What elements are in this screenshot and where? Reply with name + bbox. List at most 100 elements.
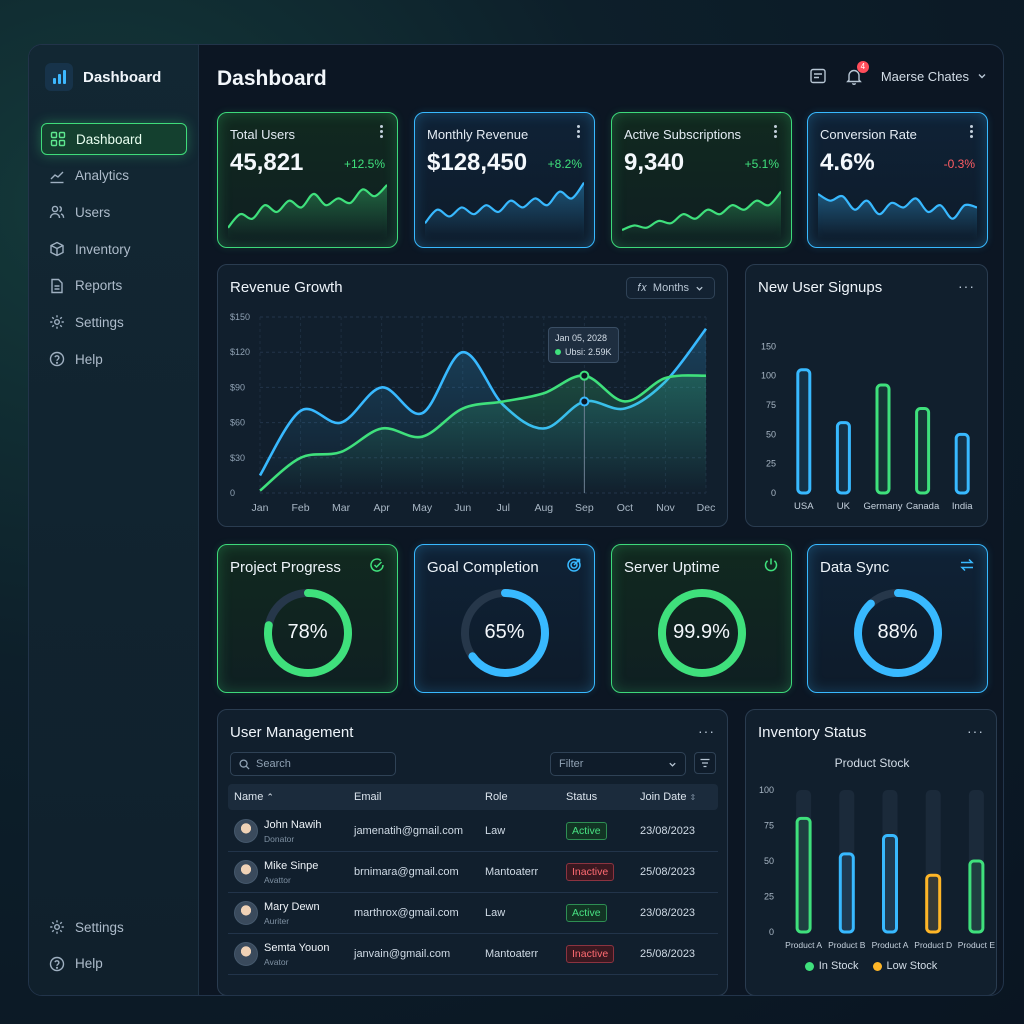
stat-delta: +5.1%	[744, 157, 779, 171]
notification-badge: 4	[856, 61, 869, 73]
join-date-cell: 25/08/2023	[640, 866, 696, 878]
more-icon[interactable]	[577, 125, 580, 140]
more-icon[interactable]	[380, 125, 383, 140]
sparkline-line	[622, 190, 781, 232]
chart-subtitle: Product Stock	[835, 756, 911, 770]
bar	[835, 421, 851, 495]
sidebar-item-help[interactable]: Help	[41, 343, 187, 375]
inventory-bar-chart[interactable]: 0 25 50 75 100 Product A Product B Product A Pro…	[746, 710, 998, 996]
chevron-down-icon	[669, 762, 676, 767]
column-header-role[interactable]: Role	[485, 791, 508, 803]
message-icon[interactable]	[809, 67, 827, 85]
user-name[interactable]: Maerse Chates	[880, 68, 969, 84]
legend-item-low-stock: Low Stock	[872, 960, 937, 972]
ring-progress	[460, 589, 549, 677]
more-icon[interactable]: ···	[967, 723, 984, 739]
inventory-status-card: Inventory Status ··· 0 25 50 75 100 Product A…	[745, 709, 998, 996]
more-icon[interactable]: ···	[698, 723, 715, 739]
column-header-name[interactable]: Name ⌃	[234, 791, 274, 803]
user-subtitle-cell: Auriter	[264, 916, 290, 926]
grid-icon	[50, 131, 66, 147]
card-title: Project Progress	[230, 559, 341, 576]
bar	[795, 816, 812, 934]
filter-select[interactable]: Filter	[550, 752, 686, 776]
bar-track	[839, 790, 855, 932]
sort-icon: ⇕	[689, 793, 697, 802]
user-name-cell: John Nawih	[264, 819, 322, 831]
progress-ring	[460, 589, 549, 677]
x-tick-label: Jun	[454, 502, 471, 514]
progress-ring	[853, 589, 942, 677]
x-tick-label: UK	[837, 501, 851, 512]
sidebar-item-label: Help	[75, 351, 103, 367]
bar-chart-logo-icon	[45, 63, 73, 91]
stat-delta: -0.3%	[943, 157, 975, 171]
users-icon	[49, 206, 65, 219]
table-row[interactable]: Mike Sinpe Avattor brnimara@gmail.com Manto…	[228, 852, 718, 893]
sparkline-area	[228, 184, 387, 239]
series-line	[259, 374, 707, 492]
more-icon[interactable]	[970, 125, 973, 140]
sidebar-item-analytics[interactable]: Analytics	[41, 160, 187, 192]
y-tick-label: $150	[230, 312, 250, 322]
stat-title: Total Users	[230, 127, 296, 142]
hover-point	[579, 370, 590, 381]
stat-value: 9,340	[624, 149, 685, 176]
x-tick-label: May	[412, 502, 433, 514]
sync-icon	[960, 558, 974, 572]
y-tick-label: 100	[759, 785, 774, 795]
data-sync-card: Data Sync 88%	[807, 544, 988, 693]
table-row[interactable]: Semta Youon Avator janvain@gmail.com Mantoa…	[228, 934, 718, 975]
stat-delta: +8.2%	[547, 157, 582, 171]
column-header-status[interactable]: Status	[566, 791, 598, 803]
filter-button[interactable]	[694, 752, 716, 774]
gauge-value: 88%	[877, 621, 918, 643]
user-name-cell: Mike Sinpe	[264, 860, 319, 872]
sidebar: Dashboard Dashboard Analytics Users Inve…	[29, 45, 199, 995]
stat-card-conversion-rate[interactable]: Conversion Rate 4.6% -0.3%	[807, 112, 988, 248]
sidebar-item-help-bottom[interactable]: Help	[41, 948, 187, 980]
filter-icon	[700, 758, 710, 768]
join-date-cell: 23/08/2023	[640, 907, 696, 919]
column-header-email[interactable]: Email	[354, 791, 382, 803]
search-placeholder: Search	[256, 758, 291, 770]
more-icon[interactable]	[774, 125, 777, 140]
gauge-value: 65%	[484, 621, 525, 643]
gear-icon	[50, 920, 64, 934]
bar-track	[925, 790, 941, 932]
sparkline	[818, 192, 977, 239]
sidebar-item-inventory[interactable]: Inventory	[41, 233, 187, 265]
more-icon[interactable]: ···	[958, 278, 975, 294]
search-input[interactable]: Search	[230, 752, 396, 776]
sidebar-item-label: Dashboard	[76, 131, 143, 147]
sidebar-item-dashboard[interactable]: Dashboard	[41, 123, 187, 155]
sidebar-item-users[interactable]: Users	[41, 196, 187, 228]
brand[interactable]: Dashboard	[45, 63, 161, 91]
stat-card-total-users[interactable]: Total Users 45,821 +12.5%	[217, 112, 398, 248]
stat-card-monthly-revenue[interactable]: Monthly Revenue $128,450 +8.2%	[414, 112, 595, 248]
x-tick-label: India	[952, 501, 973, 512]
status-badge: Active	[566, 904, 607, 922]
y-tick-label: 50	[764, 856, 774, 866]
stat-card-active-subscriptions[interactable]: Active Subscriptions 9,340 +5.1%	[611, 112, 792, 248]
column-header-join-date[interactable]: Join Date ⇕	[640, 791, 696, 803]
sidebar-item-reports[interactable]: Reports	[41, 270, 187, 302]
y-tick-label: 75	[766, 400, 776, 410]
goal-completion-card: Goal Completion 65%	[414, 544, 595, 693]
sparkline-line	[228, 184, 387, 229]
bell-icon[interactable]: 4	[845, 61, 869, 85]
help-icon	[49, 956, 65, 971]
role-cell: Mantoaterr	[485, 866, 539, 878]
sidebar-item-settings[interactable]: Settings	[41, 306, 187, 338]
avatar	[234, 819, 258, 843]
sort-up-icon: ⌃	[266, 792, 274, 802]
table-row[interactable]: John Nawih Donator jamenatih@gmail.com Law A…	[228, 811, 718, 852]
sidebar-item-settings-bottom[interactable]: Settings	[41, 911, 187, 943]
table-row[interactable]: Mary Dewn Auriter marthrox@gmail.com Law Act…	[228, 893, 718, 934]
chevron-down-icon[interactable]	[977, 71, 987, 81]
revenue-line-chart[interactable]: 0 $30 $60 $90 $120 $150 Jan Feb Mar Apr May Jun Jul A…	[218, 265, 729, 528]
period-dropdown[interactable]: 𝑓𝑥 Months	[626, 277, 715, 299]
x-tick-label: Germany	[863, 501, 902, 512]
signups-bar-chart[interactable]: 0 25 50 75 100 150 USA UK Germany Canada India	[746, 265, 989, 528]
progress-ring	[657, 589, 746, 677]
